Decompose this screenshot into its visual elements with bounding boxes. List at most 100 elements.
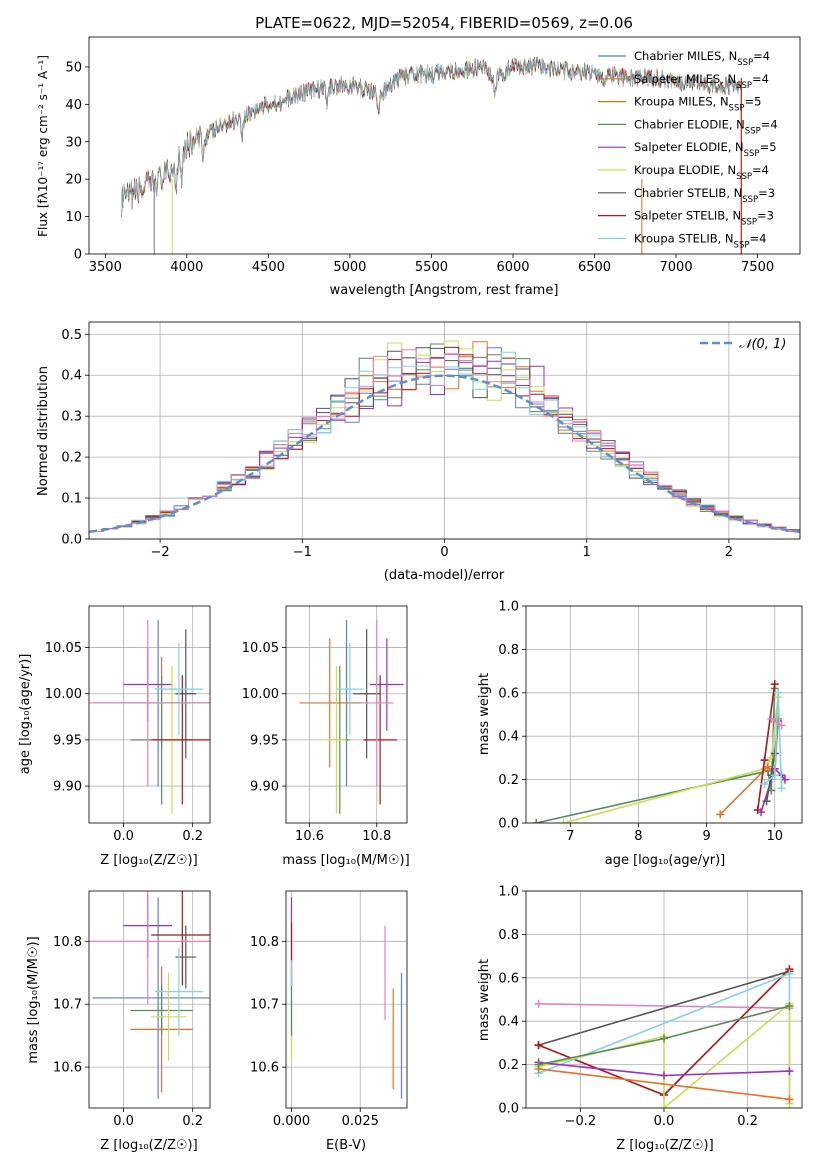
weight-vs-Z-x-ticklabel: 0.2	[737, 1114, 758, 1129]
spectrum-legend-entry: Kroupa MILES, NSSP=5	[634, 95, 761, 114]
weight-vs-age-point-marker	[757, 808, 766, 817]
mass-vs-Z-plot-area	[89, 891, 210, 1099]
age-vs-Z-plot-area	[89, 619, 210, 814]
weight-vs-age-point-marker	[559, 819, 568, 823]
weight-vs-age-y-ticklabel: 0.4	[498, 730, 519, 745]
residuals-x-ticklabel: 0	[440, 545, 448, 560]
age-z-xlabel: Z [log₁₀(Z/Z☉)]	[100, 853, 197, 868]
weight-vs-Z-point-marker	[785, 969, 794, 978]
spectrum-legend-entry: Kroupa ELODIE, NSSP=4	[634, 163, 769, 182]
residuals-frame	[88, 321, 801, 540]
weight-vs-age-point-marker	[770, 680, 779, 689]
weight-vs-Z-y-ticklabel: 1.0	[498, 885, 519, 900]
weight-vs-age-point-marker	[767, 714, 776, 723]
mass-vs-EBV-x-ticklabel: 0.025	[342, 1114, 379, 1129]
age-mass-xlabel: mass [log₁₀(M/M☉)]	[282, 853, 409, 868]
mass-vs-EBV-y-ticklabel: 10.7	[250, 998, 279, 1013]
age-vs-mass-y-ticklabel: 9.95	[250, 733, 279, 748]
spectrum-y-ticklabel: 30	[65, 135, 82, 150]
weight-vs-age-x-ticklabel: 9	[702, 829, 710, 844]
spectrum-y-ticklabel: 40	[65, 98, 82, 113]
spectrum-y-ticklabel: 20	[65, 173, 82, 188]
weight-vs-age-series-line	[536, 688, 776, 823]
weight-vs-age-x-ticklabel: 10	[766, 829, 783, 844]
mass-vs-Z-y-ticklabel: 10.8	[53, 935, 82, 950]
spectrum-title: PLATE=0622, MJD=52054, FIBERID=0569, z=0…	[255, 14, 633, 32]
weight-vs-age-point-marker	[760, 779, 769, 788]
weight-vs-Z-point-marker	[660, 1034, 668, 1043]
spectrum-legend-entry: Chabrier STELIB, NSSP=3	[634, 186, 775, 205]
weight-vs-Z-point-marker	[785, 1095, 794, 1104]
age-z-ylabel: age [log₁₀(age/yr)]	[18, 654, 33, 775]
residuals-y-ticklabel: 0.4	[61, 369, 82, 384]
weight-vs-age-series-line	[770, 718, 783, 727]
residual-legend-label: 𝒩(0, 1)	[739, 337, 786, 352]
spectrum-plot-area	[121, 56, 742, 254]
weight-vs-age-x-ticklabel: 8	[634, 829, 642, 844]
weight-vs-age-y-ticklabel: 0.8	[498, 643, 519, 658]
weight-vs-age-plot-area	[532, 680, 789, 823]
spectrum-series-line	[121, 57, 742, 217]
weight-vs-Z-point-marker	[660, 1071, 668, 1080]
weight-vs-age-point-marker	[777, 784, 786, 793]
residuals-x-ticklabel: −1	[293, 545, 312, 560]
residuals-x-ticklabel: 2	[725, 545, 733, 560]
mass-vs-EBV-frame	[285, 890, 408, 1109]
residual-histogram	[89, 349, 800, 539]
spectrum-legend-entry: Kroupa STELIB, NSSP=4	[634, 231, 766, 250]
weight-vs-Z-axes: −0.2 0.0 0.2 0.0 0.2 0.4 0.6 0.8 1.0	[498, 885, 803, 1129]
age-vs-mass-frame	[285, 605, 408, 824]
spectrum-legend-entry: Salpeter STELIB, NSSP=3	[634, 209, 774, 228]
weight-vs-Z-frame	[525, 890, 803, 1109]
spectrum-x-ticklabel: 7500	[741, 260, 774, 275]
age-vs-Z-axes: 0.0 0.2 9.90 9.95 10.00 10.05	[45, 605, 211, 844]
spectrum-y-ticklabel: 50	[65, 60, 82, 75]
spectrum-y-ticklabel: 10	[65, 210, 82, 225]
spectrum-x-ticklabel: 5500	[415, 260, 448, 275]
spectrum-legend: Chabrier MILES, NSSP=4 Salpeter MILES, NS…	[598, 49, 778, 250]
weight-vs-Z-y-ticklabel: 0.8	[498, 928, 519, 943]
mass-vs-Z-frame	[88, 890, 211, 1109]
residuals-y-ticklabel: 0.2	[61, 451, 82, 466]
weight-vs-age-point-marker	[532, 819, 541, 823]
mass-vs-EBV-x-ticklabel: 0.000	[273, 1114, 310, 1129]
spectrum-ylabel: Flux [fλ10⁻¹⁷ erg cm⁻² s⁻¹ A⁻¹]	[36, 55, 50, 237]
weight-vs-age-y-ticklabel: 0.0	[498, 817, 519, 832]
residuals-plot-area	[89, 340, 800, 539]
weight-vs-age-y-ticklabel: 0.2	[498, 773, 519, 788]
weight-vs-age-frame	[525, 605, 803, 824]
spectrum-legend-entry: Salpeter ELODIE, NSSP=5	[634, 140, 777, 159]
spectrum-frame	[88, 36, 801, 255]
weight-vs-age-point-marker	[763, 762, 772, 771]
mass-vs-EBV-y-ticklabel: 10.8	[250, 935, 279, 950]
residuals-xlabel: (data-model)/error	[384, 568, 505, 583]
weight-vs-age-point-marker	[777, 721, 786, 730]
weight-vs-Z-point-marker	[660, 1104, 668, 1108]
weight-z-ylabel: mass weight	[477, 959, 492, 1041]
weight-vs-age-point-marker	[716, 810, 725, 819]
mass-vs-Z-y-ticklabel: 10.6	[53, 1061, 82, 1076]
mass-vs-EBV-y-ticklabel: 10.6	[250, 1061, 279, 1076]
weight-age-xlabel: age [log₁₀(age/yr)]	[605, 853, 726, 868]
weight-vs-age-series-line	[563, 697, 779, 823]
spectrum-axes: 3500 4000 4500 5000 5500 6000 6500 7000 7500 0 10 2…	[65, 36, 801, 275]
age-vs-Z-y-ticklabel: 9.95	[53, 733, 82, 748]
age-vs-mass-x-ticklabel: 10.8	[362, 829, 391, 844]
mass-vs-Z-axes: 0.0 0.2 10.6 10.7 10.8	[53, 890, 211, 1129]
weight-vs-Z-x-ticklabel: 0.0	[654, 1114, 675, 1129]
age-vs-mass-y-ticklabel: 10.05	[242, 641, 279, 656]
weight-vs-Z-x-ticklabel: −0.2	[565, 1114, 597, 1129]
weight-vs-age-y-ticklabel: 0.6	[498, 686, 519, 701]
weight-vs-Z-y-ticklabel: 0.6	[498, 971, 519, 986]
weight-vs-Z-point-marker	[534, 1060, 543, 1069]
residuals-x-ticklabel: 1	[583, 545, 591, 560]
mass-z-ylabel: mass [log₁₀(M/M☉)]	[26, 936, 41, 1063]
mass-vs-Z-y-ticklabel: 10.7	[53, 998, 82, 1013]
age-vs-mass-y-ticklabel: 10.00	[242, 687, 279, 702]
mass-vs-Z-x-ticklabel: 0.2	[182, 1114, 203, 1129]
spectrum-x-ticklabel: 5000	[333, 260, 366, 275]
weight-vs-age-point-marker	[780, 775, 789, 784]
spectrum-x-ticklabel: 6000	[496, 260, 529, 275]
mass-ebv-xlabel: E(B-V)	[326, 1138, 366, 1153]
spectrum-x-ticklabel: 4000	[170, 260, 203, 275]
